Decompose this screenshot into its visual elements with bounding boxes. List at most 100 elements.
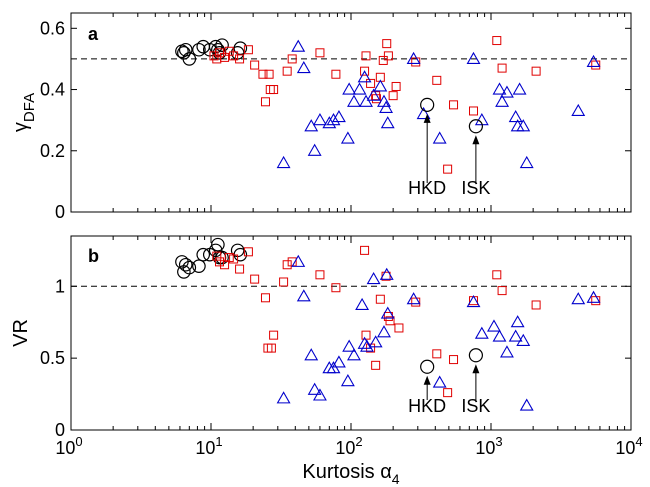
x-axis-label-sub: 4	[392, 471, 400, 487]
annotated-point-hkd	[420, 97, 435, 112]
triangle-point	[492, 329, 507, 342]
square-point	[220, 52, 230, 62]
square-point	[331, 69, 341, 79]
triangle-point	[276, 391, 291, 404]
triangle-point	[406, 51, 421, 64]
square-point	[220, 260, 230, 270]
triangle-point	[307, 382, 322, 395]
annotation-arrowhead	[472, 364, 480, 374]
triangle-point	[357, 70, 372, 83]
square-point	[235, 54, 245, 64]
square-point	[269, 85, 279, 95]
square-point	[265, 85, 275, 95]
triangle-point	[466, 51, 481, 64]
square-point	[388, 91, 398, 101]
square-point	[492, 270, 502, 280]
square-point	[331, 283, 341, 293]
square-point	[371, 360, 381, 370]
panel-letter: a	[88, 24, 99, 44]
square-point	[260, 97, 270, 107]
triangle-point	[276, 155, 291, 169]
annotation-arrowhead	[472, 135, 480, 145]
square-point	[366, 78, 376, 88]
triangle-point	[432, 375, 447, 388]
triangle-point	[586, 54, 601, 68]
square-point	[432, 75, 442, 85]
square-point	[282, 66, 292, 76]
square-point	[492, 36, 502, 46]
square-point	[432, 349, 442, 359]
triangle-point	[571, 292, 586, 305]
x-tick-label: 101	[195, 434, 222, 458]
y-tick-label: 0.5	[40, 348, 65, 368]
triangle-point	[357, 336, 372, 349]
triangle-point	[519, 398, 534, 411]
square-point	[243, 247, 253, 257]
circle-point	[233, 41, 248, 56]
plot-frame	[70, 12, 632, 213]
triangle-point	[500, 85, 514, 98]
y-tick-label: 0	[55, 202, 65, 222]
annotated-point-isk	[468, 348, 483, 363]
triangle-point	[380, 306, 395, 319]
x-tick-label: 103	[475, 434, 502, 458]
triangle-point	[312, 388, 327, 401]
square-point	[497, 63, 507, 73]
triangle-point	[355, 297, 370, 311]
square-point	[287, 54, 297, 64]
triangle-point	[500, 345, 514, 358]
triangle-point	[347, 94, 361, 107]
square-point	[263, 343, 273, 353]
x-tick-exponent: 4	[635, 434, 642, 449]
x-tick-label: 100	[55, 434, 82, 458]
y-axis-label: γDFA	[10, 93, 38, 132]
square-point	[383, 51, 393, 61]
panel-letter: b	[88, 246, 99, 266]
triangle-point	[359, 94, 373, 107]
circle-point	[215, 38, 229, 52]
annotation-arrowhead	[423, 375, 431, 385]
triangle-point	[340, 374, 355, 387]
triangle-point	[331, 355, 346, 368]
square-point	[411, 57, 421, 67]
triangle-point	[331, 109, 346, 123]
triangle-point	[516, 119, 531, 132]
square-point	[443, 164, 453, 174]
square-point	[385, 316, 395, 326]
circle-point	[182, 52, 197, 66]
y-tick-label: 0.4	[40, 80, 65, 100]
triangle-point	[366, 88, 381, 101]
annotation-label-hkd: HKD	[408, 178, 446, 198]
x-tick-base: 10	[195, 438, 215, 458]
triangle-point	[304, 348, 319, 361]
square-point	[360, 245, 370, 255]
x-tick-exponent: 3	[495, 434, 502, 449]
square-point	[531, 300, 541, 310]
triangle-point	[416, 106, 431, 120]
triangle-point	[379, 267, 394, 280]
annotation-arrowhead	[423, 113, 431, 123]
triangle-point	[508, 329, 523, 342]
triangle-point	[312, 113, 327, 126]
triangle-point	[432, 131, 447, 144]
circle-point	[192, 259, 206, 273]
x-axis-label: Kurtosis α4	[302, 461, 399, 487]
square-point	[243, 45, 253, 55]
square-point	[282, 260, 292, 270]
triangle-point	[342, 339, 357, 352]
square-point	[378, 55, 388, 65]
triangle-point	[512, 82, 527, 95]
triangle-point	[296, 289, 311, 302]
x-tick-base: 10	[475, 438, 495, 458]
triangle-point	[340, 131, 355, 144]
annotated-point-hkd	[420, 359, 435, 374]
y-tick-label: 0.6	[40, 18, 65, 38]
triangle-point	[377, 325, 391, 338]
x-tick-exponent: 1	[215, 434, 222, 449]
triangle-point	[342, 82, 357, 95]
square-point	[449, 355, 459, 365]
triangle-point	[487, 319, 501, 332]
x-tick-base: 10	[55, 438, 75, 458]
square-point	[250, 60, 260, 70]
square-point	[394, 323, 404, 333]
